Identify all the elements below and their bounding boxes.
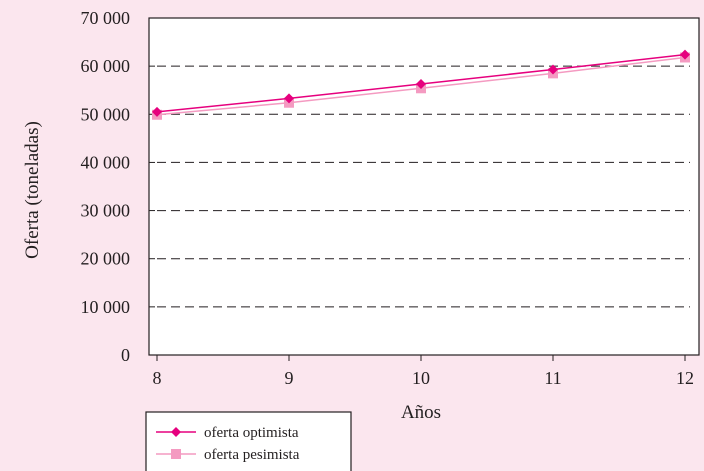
legend-marker — [171, 427, 181, 437]
x-tick-label: 10 — [412, 368, 430, 388]
data-point — [680, 49, 690, 60]
y-tick-label: 10 000 — [81, 297, 131, 317]
y-axis-ticks: 0 10 000 20 000 30 000 40 000 50 000 60 000 70 … — [81, 8, 155, 365]
x-tick-label: 8 — [153, 368, 162, 388]
y-tick-label: 20 000 — [81, 249, 131, 269]
y-tick-label: 30 000 — [81, 201, 131, 221]
y-tick-label: 60 000 — [81, 56, 131, 76]
legend-label: oferta optimista — [204, 425, 299, 441]
legend: oferta optimista oferta pesimista — [145, 411, 352, 471]
x-axis-ticks: 8 9 10 11 12 — [153, 355, 694, 388]
x-axis-title: Años — [401, 402, 441, 423]
y-tick-label: 0 — [121, 345, 130, 365]
y-tick-label: 40 000 — [81, 152, 131, 172]
plot-area — [148, 17, 700, 356]
y-axis-title: Oferta (toneladas) — [22, 121, 43, 259]
legend-entry: oferta optimista — [156, 425, 299, 441]
series-oferta-optimista — [152, 49, 690, 117]
data-point — [284, 93, 294, 104]
legend-marker — [171, 449, 181, 459]
data-point — [548, 64, 558, 75]
data-point — [416, 78, 426, 89]
y-tick-label: 70 000 — [81, 8, 131, 28]
y-tick-label: 50 000 — [81, 104, 131, 124]
legend-box — [145, 411, 352, 471]
gridlines — [157, 65, 690, 308]
legend-entry: oferta pesimista — [156, 447, 300, 463]
x-tick-label: 12 — [676, 368, 694, 388]
x-tick-label: 11 — [544, 368, 561, 388]
x-tick-label: 9 — [285, 368, 294, 388]
legend-label: oferta pesimista — [204, 447, 300, 463]
series-group — [152, 49, 690, 120]
data-point — [152, 106, 162, 117]
